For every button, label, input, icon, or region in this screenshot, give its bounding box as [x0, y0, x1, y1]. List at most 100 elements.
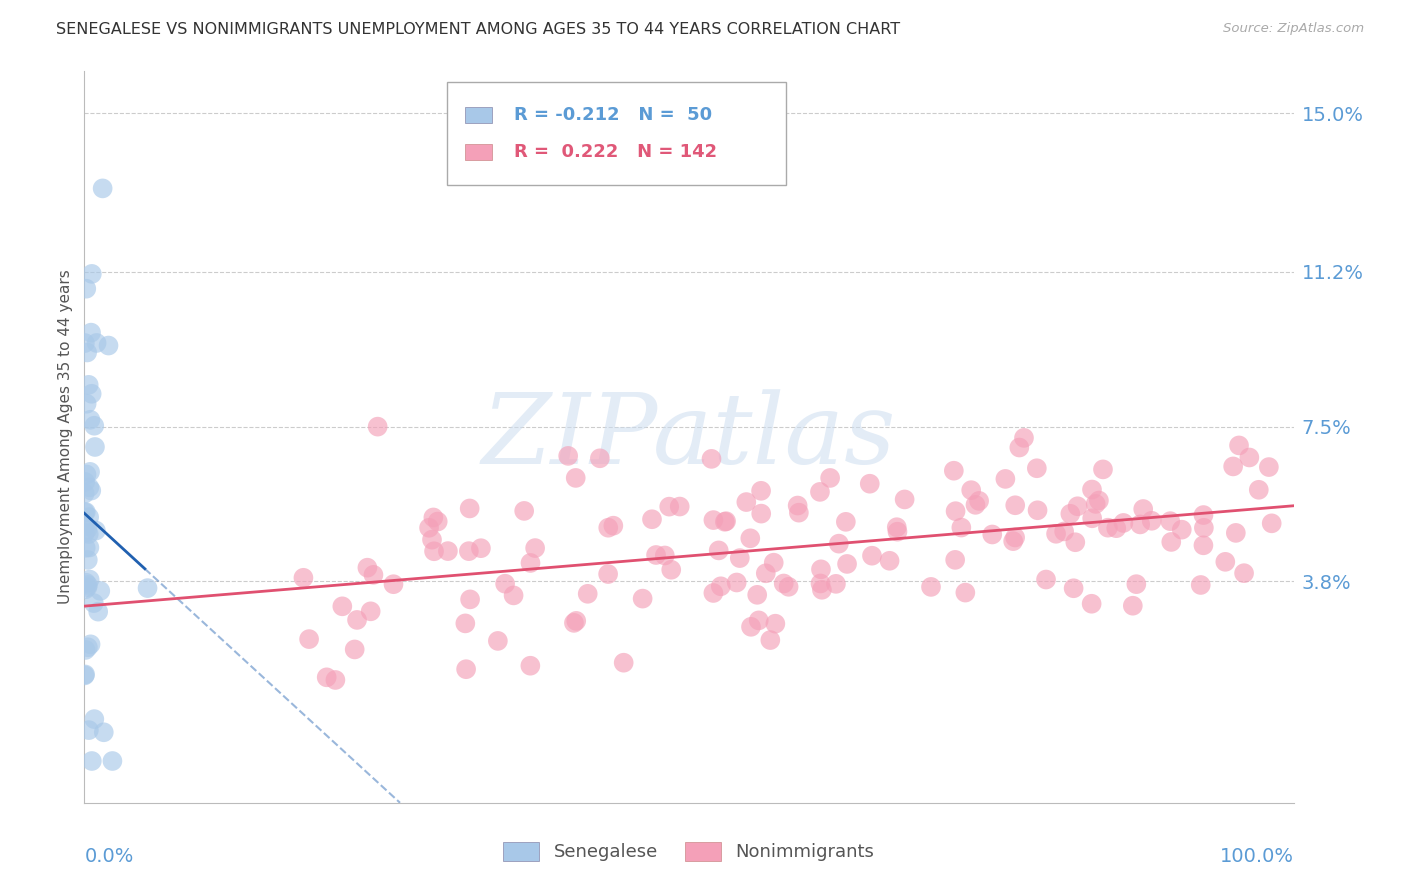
Point: [965, 498, 987, 512]
Point: [423, 544, 446, 558]
Point: [519, 556, 541, 570]
Point: [631, 591, 654, 606]
Text: SENEGALESE VS NONIMMIGRANTS UNEMPLOYMENT AMONG AGES 35 TO 44 YEARS CORRELATION C: SENEGALESE VS NONIMMIGRANTS UNEMPLOYMENT…: [56, 22, 900, 37]
Point: [101, 754, 124, 768]
Point: [75, 475, 97, 489]
Point: [86, 335, 108, 350]
Point: [1053, 524, 1076, 539]
Point: [763, 616, 786, 631]
Text: R =  0.222   N = 142: R = 0.222 N = 142: [513, 143, 717, 161]
Point: [79, 541, 101, 555]
Point: [702, 513, 724, 527]
Point: [1192, 538, 1215, 552]
Point: [1025, 461, 1047, 475]
Point: [76, 553, 98, 567]
Point: [710, 579, 733, 593]
Point: [76, 397, 98, 411]
Point: [1239, 450, 1261, 465]
Point: [1222, 459, 1244, 474]
Point: [749, 507, 772, 521]
Point: [73, 336, 96, 351]
Point: [602, 518, 624, 533]
Point: [1225, 525, 1247, 540]
Point: [80, 386, 103, 401]
Point: [524, 541, 547, 555]
Text: 100.0%: 100.0%: [1219, 847, 1294, 866]
Point: [981, 527, 1004, 541]
Point: [835, 515, 858, 529]
Point: [458, 501, 481, 516]
Point: [1088, 493, 1111, 508]
Point: [1080, 597, 1102, 611]
Point: [73, 505, 96, 519]
Point: [1122, 599, 1144, 613]
Point: [77, 723, 100, 738]
Point: [1002, 534, 1025, 549]
Point: [367, 419, 389, 434]
Point: [458, 592, 481, 607]
Point: [893, 492, 915, 507]
Point: [950, 520, 973, 534]
Point: [76, 522, 98, 536]
Point: [1064, 535, 1087, 549]
Point: [740, 531, 762, 545]
Point: [960, 483, 983, 498]
Point: [89, 583, 111, 598]
Point: [1171, 523, 1194, 537]
Point: [762, 556, 785, 570]
Point: [75, 643, 97, 657]
Point: [1129, 517, 1152, 532]
Point: [1045, 526, 1067, 541]
Point: [1081, 511, 1104, 525]
Point: [83, 596, 105, 610]
Point: [84, 440, 107, 454]
Point: [426, 515, 449, 529]
Point: [76, 345, 98, 359]
Point: [1084, 497, 1107, 511]
Point: [1140, 514, 1163, 528]
Point: [93, 725, 115, 739]
Point: [714, 515, 737, 529]
Point: [1059, 507, 1081, 521]
Point: [645, 548, 668, 562]
Point: [502, 588, 524, 602]
Point: [772, 576, 794, 591]
Point: [1233, 566, 1256, 581]
Point: [942, 464, 965, 478]
Point: [97, 338, 120, 352]
Point: [346, 613, 368, 627]
Point: [828, 536, 851, 550]
Point: [80, 267, 103, 281]
Point: [75, 282, 97, 296]
Point: [77, 640, 100, 655]
Point: [486, 634, 509, 648]
Point: [859, 476, 882, 491]
Point: [79, 413, 101, 427]
Point: [79, 465, 101, 479]
FancyBboxPatch shape: [465, 107, 492, 123]
Point: [470, 541, 492, 556]
Point: [513, 504, 536, 518]
Point: [420, 533, 443, 547]
Point: [700, 451, 723, 466]
Point: [315, 670, 337, 684]
Point: [1004, 498, 1026, 512]
Point: [1260, 516, 1282, 531]
Point: [747, 588, 769, 602]
Point: [786, 499, 808, 513]
Point: [79, 637, 101, 651]
Point: [77, 527, 100, 541]
Point: [330, 599, 353, 614]
Point: [886, 524, 908, 539]
Point: [1192, 521, 1215, 535]
Point: [80, 326, 103, 340]
Point: [73, 525, 96, 540]
Point: [1192, 508, 1215, 522]
Point: [755, 566, 778, 581]
Point: [79, 573, 101, 587]
Point: [1008, 441, 1031, 455]
Point: [1097, 521, 1119, 535]
Point: [73, 486, 96, 500]
Point: [298, 632, 321, 646]
Point: [79, 480, 101, 494]
